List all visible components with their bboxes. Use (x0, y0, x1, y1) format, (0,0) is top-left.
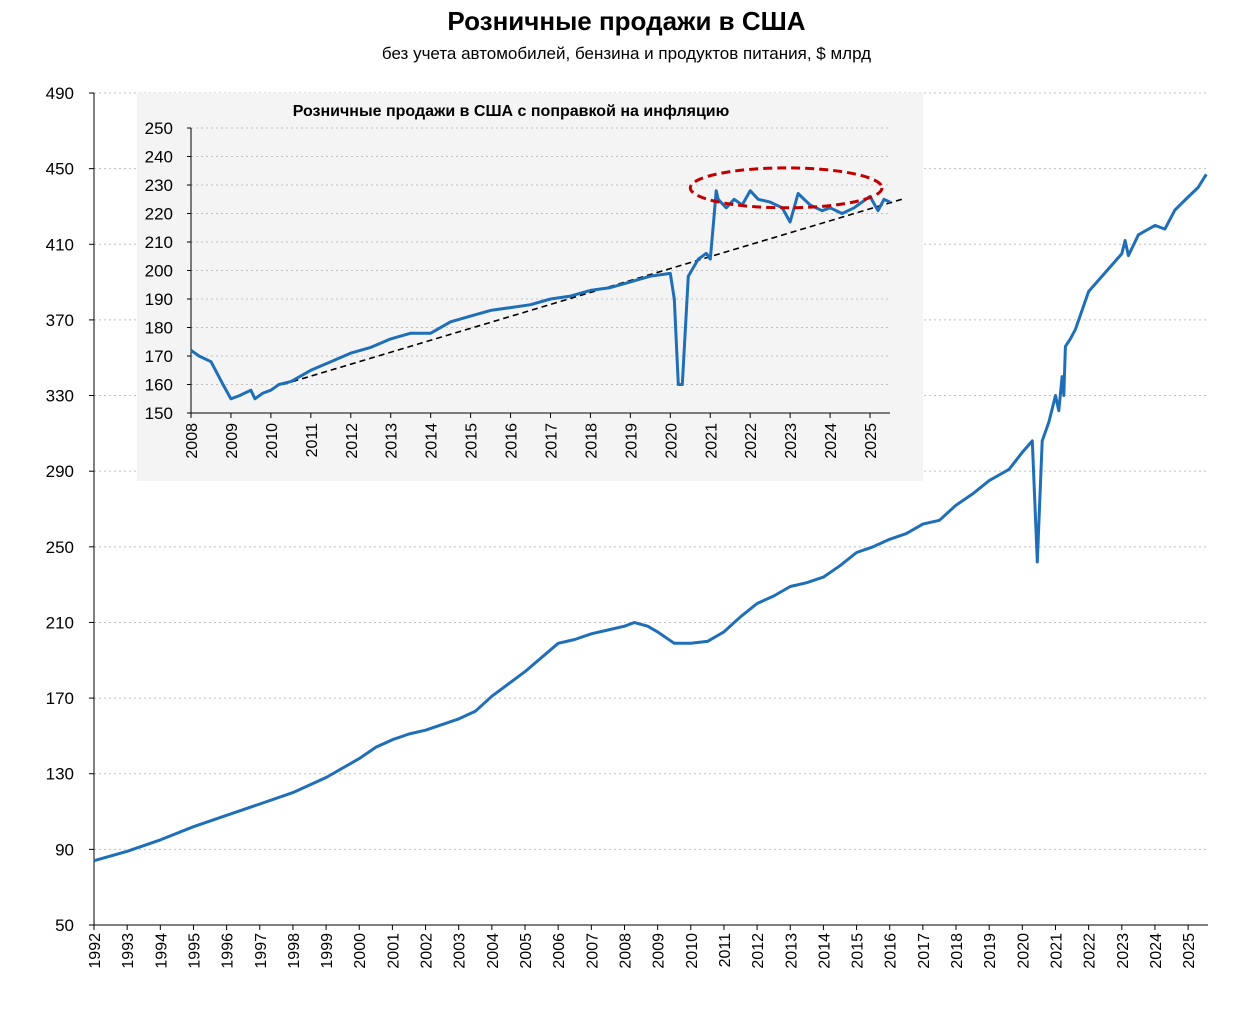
main-x-tick-label: 2006 (551, 933, 568, 969)
main-x-tick-label: 2009 (651, 933, 668, 969)
main-x-tick-label: 2007 (584, 933, 601, 969)
main-x-tick-label: 2016 (883, 933, 900, 969)
main-y-tick-label: 50 (55, 916, 74, 935)
inset-x-tick-label: 2022 (743, 423, 760, 459)
main-x-tick-label: 2025 (1181, 933, 1198, 969)
main-y-tick-label: 290 (46, 462, 74, 481)
main-y-tick-label: 450 (46, 160, 74, 179)
main-x-tick-label: 1995 (186, 933, 203, 969)
inset-x-tick-label: 2024 (823, 423, 840, 459)
main-x-tick-label: 2012 (750, 933, 767, 969)
inset-x-tick-label: 2025 (863, 423, 880, 459)
main-x-tick-label: 2001 (385, 933, 402, 969)
main-x-tick-label: 2017 (916, 933, 933, 969)
main-x-tick-label: 1997 (253, 933, 270, 969)
main-x-tick-label: 2010 (684, 933, 701, 969)
inset-y-tick-label: 240 (145, 148, 173, 167)
main-x-tick-label: 2021 (1048, 933, 1065, 969)
inset-y-ticks: 250 240 230 220 210 200 190 180 170 160 150 (145, 119, 191, 423)
inset-x-tick-label: 2018 (583, 423, 600, 459)
main-x-tick-label: 2023 (1115, 933, 1132, 969)
inset-series-line (190, 189, 891, 401)
main-x-ticks: 1992 1993 1994 1995 1996 1997 1998 1999 2000 2001… (87, 925, 1198, 969)
main-x-tick-label: 1998 (286, 933, 303, 969)
main-x-tick-label: 2022 (1082, 933, 1099, 969)
main-y-tick-label: 90 (55, 840, 74, 859)
main-x-tick-label: 2024 (1148, 933, 1165, 969)
inset-x-ticks: 2008 2009 2010 2011 2012 2013 2014 2015 2016 2017… (184, 413, 880, 459)
main-x-tick-label: 2003 (452, 933, 469, 969)
inset-background (137, 93, 923, 481)
main-x-tick-label: 1996 (220, 933, 237, 969)
main-x-tick-label: 2013 (783, 933, 800, 969)
main-x-tick-label: 1994 (153, 933, 170, 969)
inset-x-tick-label: 2021 (703, 423, 720, 459)
inset-y-tick-label: 220 (145, 205, 173, 224)
main-x-tick-label: 2011 (717, 933, 734, 968)
inset-x-tick-label: 2012 (344, 423, 361, 459)
main-x-tick-label: 1992 (87, 933, 104, 969)
inset-highlight (688, 166, 884, 210)
inset-x-tick-label: 2011 (304, 423, 321, 458)
main-y-tick-label: 250 (46, 538, 74, 557)
main-series (93, 173, 1208, 863)
inset-y-tick-label: 210 (145, 233, 173, 252)
main-y-tick-label: 210 (46, 613, 74, 632)
main-y-tick-label: 330 (46, 387, 74, 406)
main-y-tick-label: 370 (46, 311, 74, 330)
inset-highlight-ellipse (688, 166, 884, 210)
inset-trend-line (282, 198, 903, 386)
main-y-tick-label: 490 (46, 84, 74, 103)
inset-x-tick-label: 2014 (424, 423, 441, 459)
inset-x-tick-label: 2008 (184, 423, 201, 459)
main-x-tick-label: 2014 (816, 933, 833, 969)
inset-title: Розничные продажи в США с поправкой на и… (293, 103, 730, 120)
main-y-tick-label: 170 (46, 689, 74, 708)
main-x-tick-label: 2008 (617, 933, 634, 969)
chart-subtitle: без учета автомобилей, бензина и продукт… (381, 44, 872, 63)
inset-x-tick-label: 2013 (384, 423, 401, 459)
inset-x-tick-label: 2019 (623, 423, 640, 459)
inset-series (190, 189, 891, 401)
inset-x-tick-label: 2023 (783, 423, 800, 459)
main-y-ticks: 490 450 410 370 330 290 250 210 170 130 90 50 (46, 84, 94, 935)
inset-y-tick-label: 170 (145, 347, 173, 366)
main-x-tick-label: 2015 (850, 933, 867, 969)
main-x-tick-label: 2005 (518, 933, 535, 969)
inset-y-tick-label: 150 (145, 404, 173, 423)
inset-y-tick-label: 250 (145, 119, 173, 138)
main-x-tick-label: 1993 (120, 933, 137, 969)
inset-gridlines (191, 127, 890, 385)
main-y-tick-label: 410 (46, 235, 74, 254)
inset-x-tick-label: 2020 (663, 423, 680, 459)
inset-y-tick-label: 230 (145, 176, 173, 195)
inset-x-tick-label: 2016 (504, 423, 521, 459)
inset-x-tick-label: 2017 (543, 423, 560, 459)
inset-x-tick-label: 2015 (464, 423, 481, 459)
main-x-tick-label: 2018 (949, 933, 966, 969)
chart-title: Розничные продажи в США (447, 6, 806, 36)
main-x-tick-label: 2000 (352, 933, 369, 969)
inset-y-tick-label: 190 (145, 290, 173, 309)
inset-y-tick-label: 160 (145, 376, 173, 395)
main-y-tick-label: 130 (46, 765, 74, 784)
main-x-tick-label: 2019 (982, 933, 999, 969)
inset-x-tick-label: 2009 (224, 423, 241, 459)
main-x-tick-label: 1999 (319, 933, 336, 969)
main-x-tick-label: 2002 (419, 933, 436, 969)
main-series-line (93, 173, 1208, 863)
inset-x-tick-label: 2010 (264, 423, 281, 459)
inset-y-tick-label: 200 (145, 262, 173, 281)
inset-y-tick-label: 180 (145, 319, 173, 338)
inset-trendline (282, 198, 903, 386)
main-x-tick-label: 2004 (485, 933, 502, 969)
main-x-tick-label: 2020 (1015, 933, 1032, 969)
